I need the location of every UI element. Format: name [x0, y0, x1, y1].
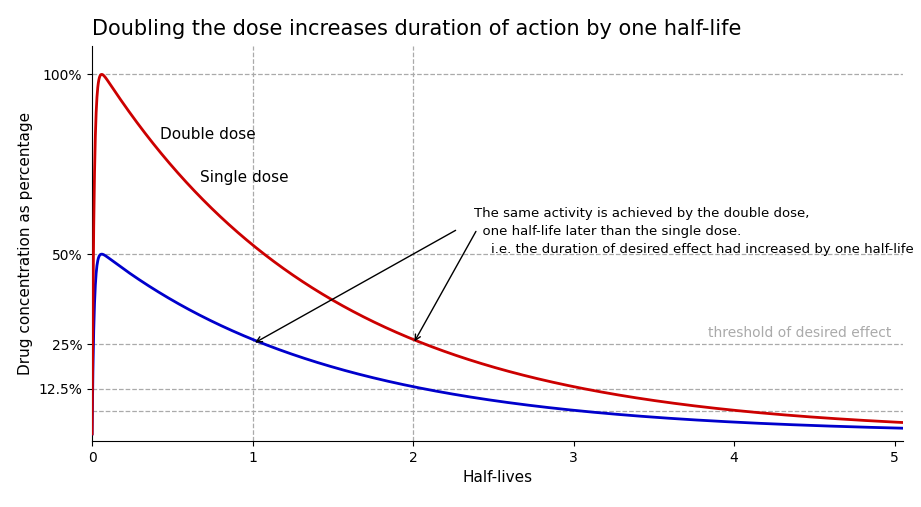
X-axis label: Half-lives: Half-lives	[462, 470, 532, 485]
Text: The same activity is achieved by the double dose,
  one half-life later than the: The same activity is achieved by the dou…	[474, 207, 914, 257]
Text: Doubling the dose increases duration of action by one half-life: Doubling the dose increases duration of …	[92, 19, 741, 39]
Text: Double dose: Double dose	[159, 127, 255, 142]
Text: threshold of desired effect: threshold of desired effect	[708, 325, 892, 340]
Y-axis label: Drug concentration as percentage: Drug concentration as percentage	[17, 112, 33, 375]
Text: Single dose: Single dose	[200, 170, 288, 185]
